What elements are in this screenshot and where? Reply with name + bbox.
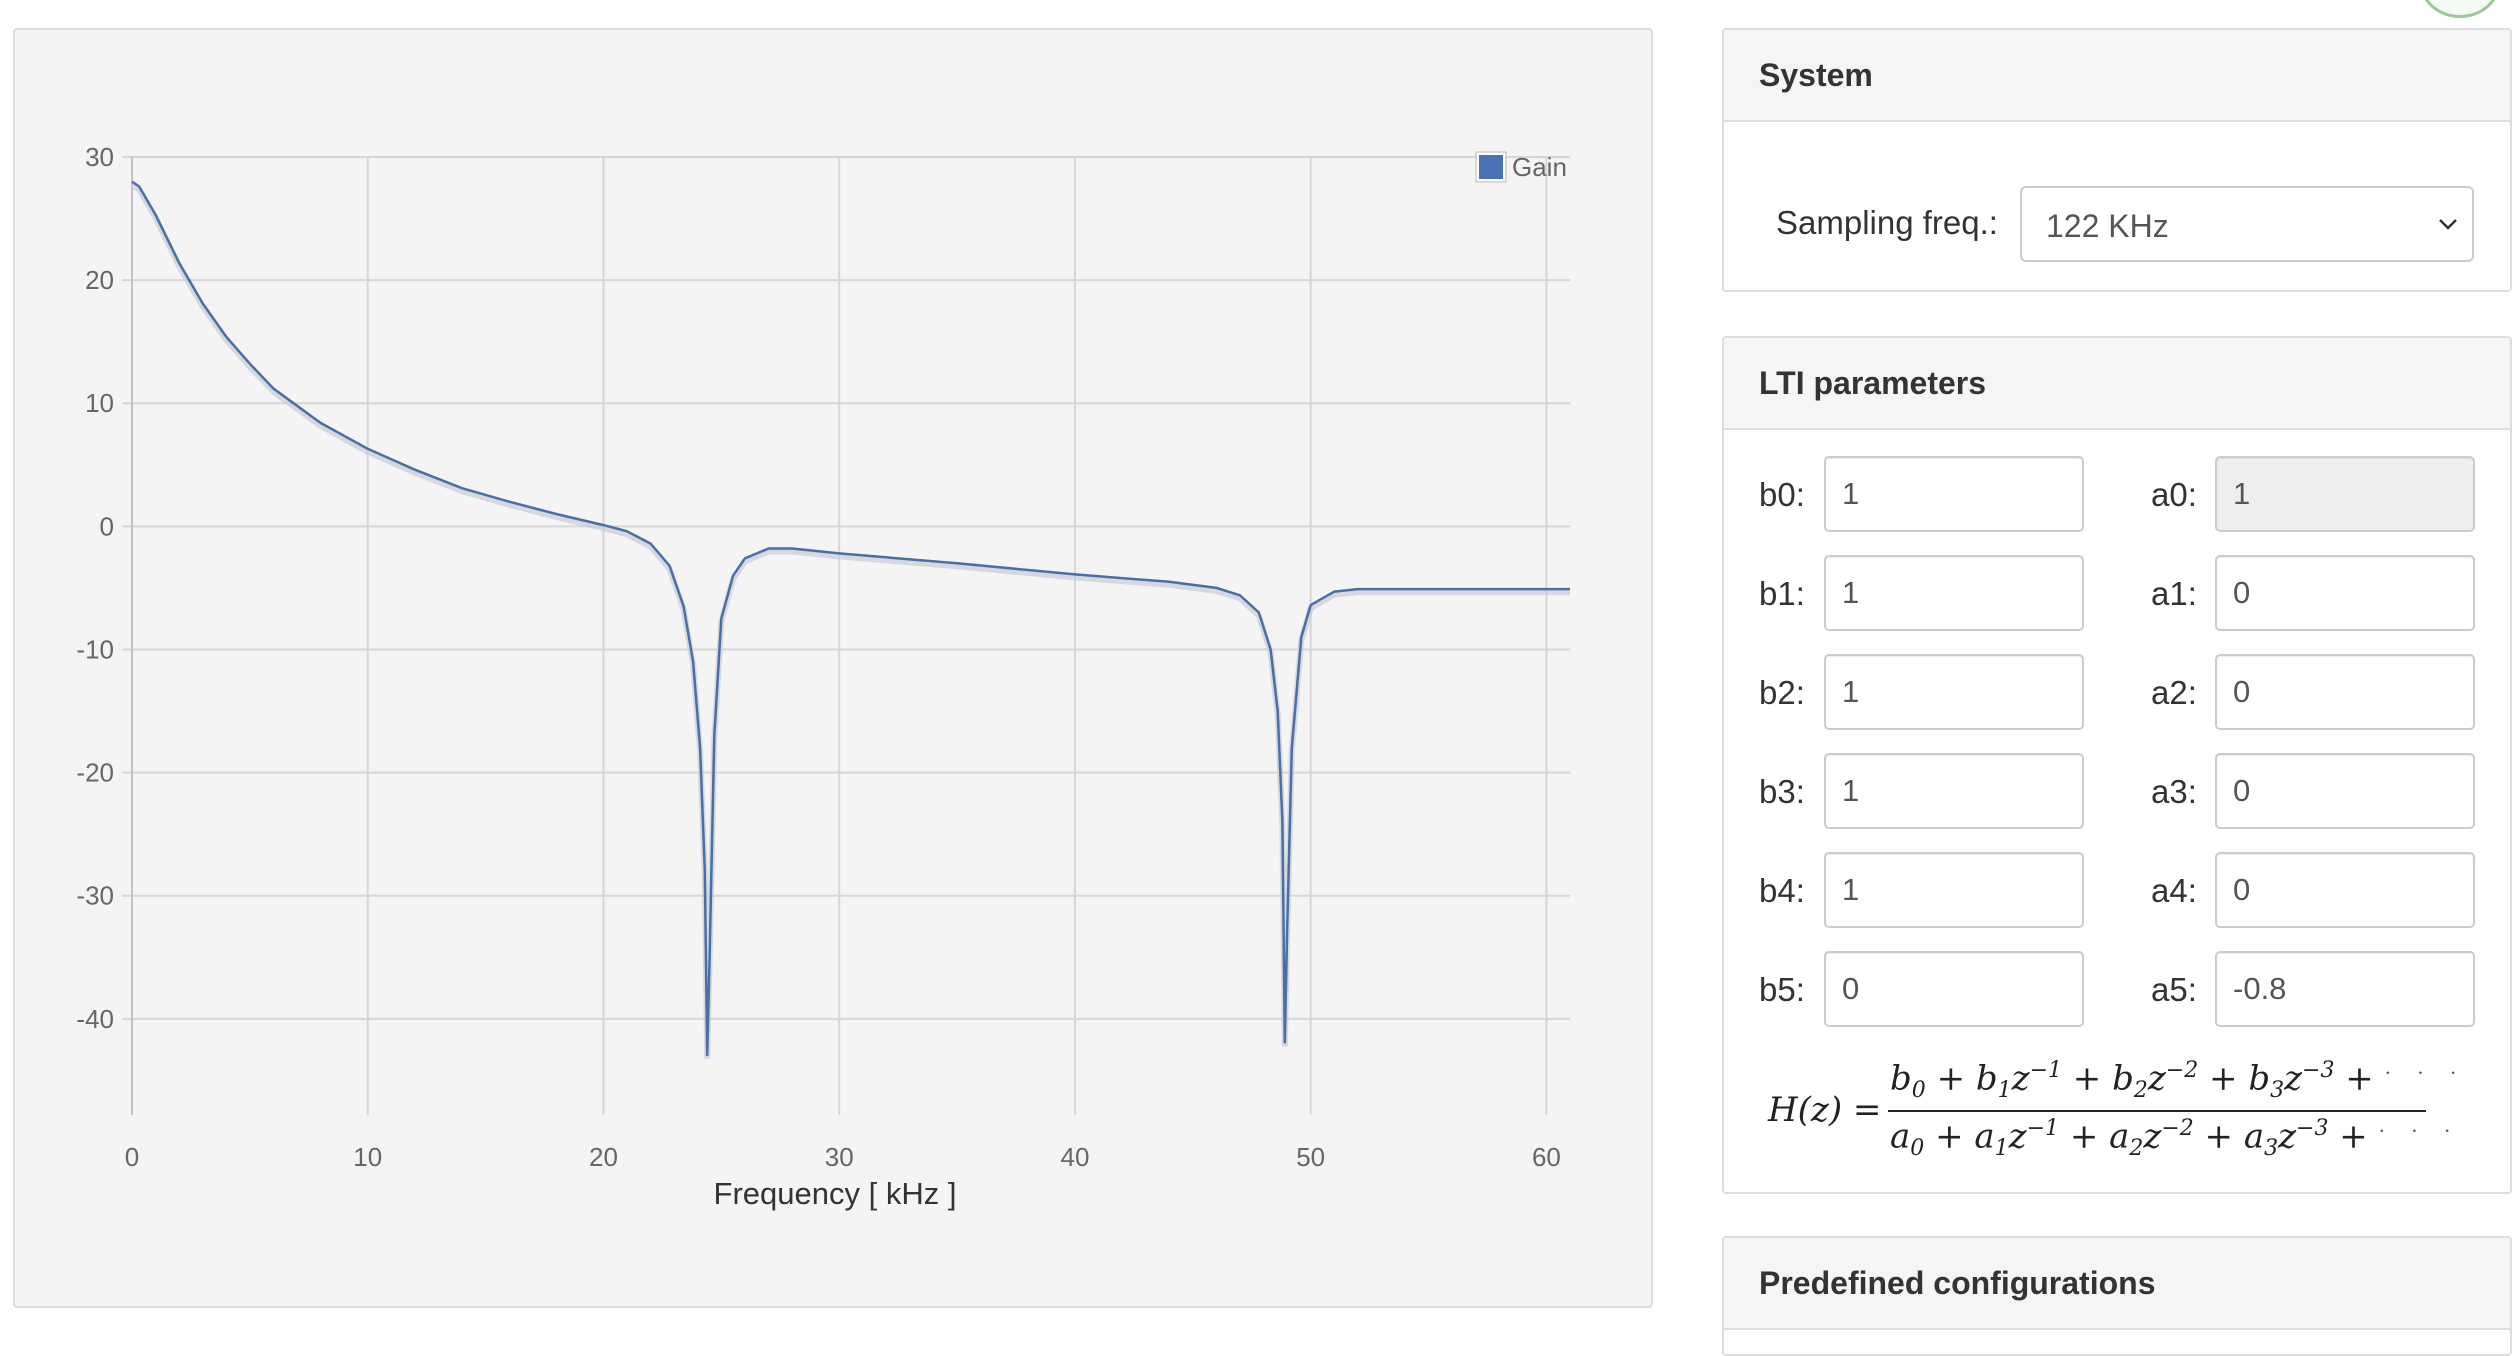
sampling-row: Sampling freq.: 122 KHz <box>1724 122 2510 290</box>
x-tick-label: 60 <box>1532 1142 1561 1172</box>
x-tick-label: 0 <box>125 1142 139 1172</box>
a3-label: a3: <box>2151 773 2197 810</box>
chart-axes: 0 10 20 30 40 50 60 30 20 10 0 -10 -20 -30 -40 <box>76 142 1560 1172</box>
x-tick-label: 50 <box>1296 1142 1325 1172</box>
b2-input[interactable] <box>1824 654 2084 730</box>
legend-swatch <box>1477 153 1505 181</box>
predef-panel-title[interactable]: Predefined configurations <box>1724 1238 2510 1330</box>
lti-parameters-panel: LTI parameters b0: b1: b2: b3: b4: b5: a0: a1: a… <box>1722 336 2512 1194</box>
a5-input[interactable] <box>2215 951 2475 1027</box>
b5-input[interactable] <box>1824 951 2084 1027</box>
b4-input[interactable] <box>1824 852 2084 928</box>
a5-label: a5: <box>2151 971 2197 1008</box>
b4-label: b4: <box>1759 872 1805 909</box>
a4-input[interactable] <box>2215 852 2475 928</box>
lti-panel-title: LTI parameters <box>1724 338 2510 430</box>
logo-icon <box>2420 0 2500 18</box>
y-tick-label: 10 <box>85 388 114 418</box>
a0-input <box>2215 456 2475 532</box>
chevron-down-icon <box>2439 219 2457 230</box>
y-tick-label: 0 <box>100 511 114 541</box>
frequency-response-chart: 0 10 20 30 40 50 60 30 20 10 0 -10 -20 -30 -40 Gain Fr… <box>76 142 1570 1211</box>
b3-label: b3: <box>1759 773 1805 810</box>
legend-label: Gain <box>1512 152 1567 182</box>
transfer-function-formula: H(z) = b0 + b1z−1 + b2z−2 + b3z−3 + · · … <box>1768 1058 2467 1162</box>
y-tick-label: -20 <box>76 758 114 788</box>
a4-label: a4: <box>2151 872 2197 909</box>
b0-input[interactable] <box>1824 456 2084 532</box>
gain-series-line <box>131 180 1570 1056</box>
sampling-freq-label: Sampling freq.: <box>1776 204 1998 241</box>
b0-label: b0: <box>1759 476 1805 513</box>
b1-label: b1: <box>1759 575 1805 612</box>
y-tick-label: 20 <box>85 265 114 295</box>
x-tick-label: 40 <box>1060 1142 1089 1172</box>
predefined-configurations-panel: Predefined configurations <box>1722 1236 2512 1356</box>
x-axis-title: Frequency [ kHz ] <box>714 1176 957 1211</box>
a1-input[interactable] <box>2215 555 2475 631</box>
b1-input[interactable] <box>1824 555 2084 631</box>
chart-legend[interactable]: Gain <box>1475 151 1567 183</box>
chart-grid <box>122 156 1570 1115</box>
x-tick-label: 20 <box>589 1142 618 1172</box>
system-panel: System Sampling freq.: 122 KHz <box>1722 28 2512 292</box>
a2-label: a2: <box>2151 674 2197 711</box>
gain-line-shadow <box>130 182 1570 1059</box>
y-tick-label: -40 <box>76 1004 114 1034</box>
y-tick-label: -10 <box>76 634 114 664</box>
b2-label: b2: <box>1759 674 1805 711</box>
system-panel-title: System <box>1724 30 2510 122</box>
a2-input[interactable] <box>2215 654 2475 730</box>
y-tick-label: 30 <box>85 142 114 172</box>
y-tick-label: -30 <box>76 881 114 911</box>
a3-input[interactable] <box>2215 753 2475 829</box>
sampling-freq-select[interactable]: 122 KHz <box>2020 186 2474 262</box>
chart-panel: 0 10 20 30 40 50 60 30 20 10 0 -10 -20 -30 -40 Gain Fr… <box>13 28 1653 1308</box>
a0-label: a0: <box>2151 476 2197 513</box>
x-tick-label: 30 <box>825 1142 854 1172</box>
a1-label: a1: <box>2151 575 2197 612</box>
sampling-freq-value: 122 KHz <box>2046 208 2169 244</box>
b5-label: b5: <box>1759 971 1805 1008</box>
x-tick-label: 10 <box>353 1142 382 1172</box>
b3-input[interactable] <box>1824 753 2084 829</box>
